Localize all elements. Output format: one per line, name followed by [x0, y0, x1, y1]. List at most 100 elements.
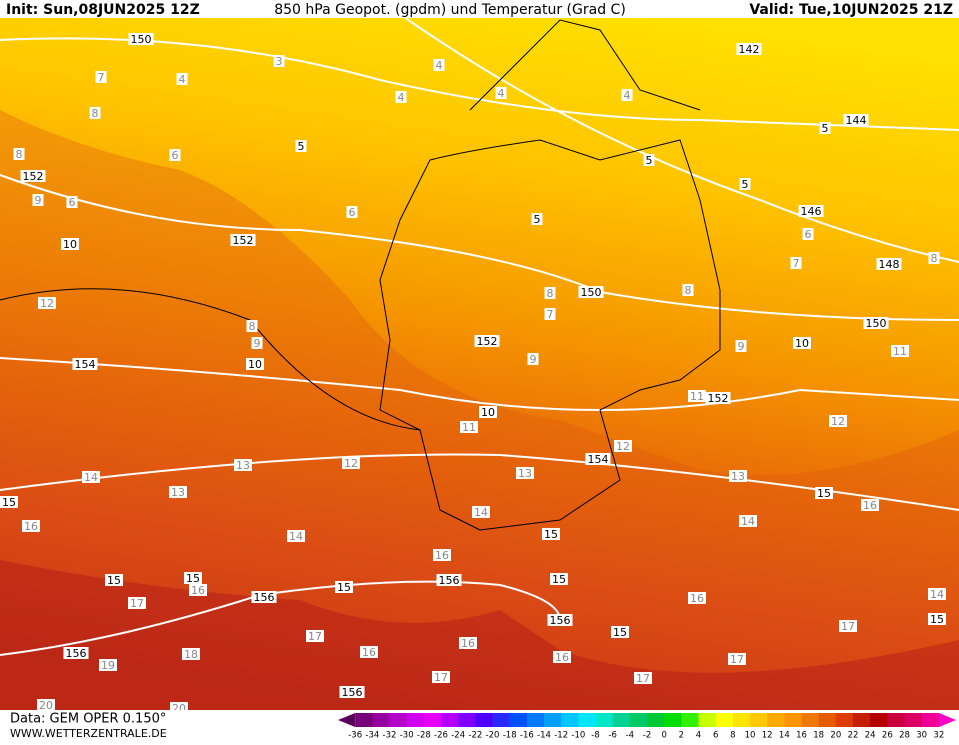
label-box — [863, 317, 889, 329]
contour — [0, 174, 959, 321]
colorbar-swatch — [835, 713, 854, 727]
temperature-label: 15 — [544, 528, 558, 541]
contour — [0, 580, 561, 656]
colorbar-label: 14 — [779, 731, 790, 741]
temperature-label: 12 — [344, 457, 358, 470]
label-box — [128, 597, 146, 609]
label-box — [460, 421, 478, 433]
label-box — [342, 457, 360, 469]
label-box — [553, 651, 571, 663]
label-box — [37, 699, 55, 711]
colorbar-label: -36 — [348, 731, 362, 741]
label-box — [544, 308, 556, 320]
colorbar-swatch — [853, 713, 871, 727]
contour — [379, 0, 959, 263]
colorbar-label: 30 — [916, 731, 927, 741]
temperature-label: 8 — [685, 284, 692, 297]
label-box — [13, 148, 25, 160]
colorbar-swatch — [561, 713, 579, 727]
temperature-label: 7 — [547, 308, 554, 321]
label-box — [246, 320, 258, 332]
temperature-label: 9 — [530, 353, 537, 366]
geopotential-label: 150 — [866, 317, 887, 330]
temperature-label: 16 — [555, 651, 569, 664]
temperature-label: 16 — [690, 592, 704, 605]
colorbar-label: 12 — [762, 731, 773, 741]
label-box — [230, 234, 256, 246]
data-source: Data: GEM OPER 0.150° — [10, 712, 166, 727]
label-box — [472, 506, 490, 518]
label-box — [169, 149, 181, 161]
geopotential-label: 146 — [801, 205, 822, 218]
temperature-label: 12 — [616, 440, 630, 453]
temperature-label: 16 — [863, 499, 877, 512]
label-box — [705, 392, 731, 404]
geopotential-label: 156 — [342, 686, 363, 699]
label-box — [287, 530, 305, 542]
label-box — [843, 114, 869, 126]
colorbar-swatch — [526, 713, 545, 727]
temperature-label: 15 — [613, 626, 627, 639]
colorbar-swatch — [784, 713, 802, 727]
geopotential-label: 152 — [233, 234, 254, 247]
temperature-label: 10 — [248, 358, 262, 371]
temperature-label: 15 — [2, 496, 16, 509]
valid-time: Valid: Tue,10JUN2025 21Z — [749, 2, 953, 18]
label-box — [306, 630, 324, 642]
temperature-label: 4 — [398, 91, 405, 104]
label-box — [63, 647, 89, 659]
colorbar-swatch — [750, 713, 768, 727]
label-box — [295, 140, 307, 152]
colorbar-label: -32 — [383, 731, 397, 741]
label-box — [176, 73, 188, 85]
label-box — [61, 238, 79, 250]
label-box — [793, 337, 811, 349]
geopotential-label: 148 — [879, 258, 900, 271]
label-box — [728, 653, 746, 665]
colorbar-label: 10 — [745, 731, 756, 741]
temperature-label: 5 — [742, 178, 749, 191]
label-box — [516, 467, 534, 479]
label-box — [251, 337, 263, 349]
label-box — [547, 614, 573, 626]
geopotential-label: 150 — [581, 286, 602, 299]
colorbar-swatch — [372, 713, 390, 727]
label-box — [611, 626, 629, 638]
label-box — [688, 390, 706, 402]
label-box — [360, 646, 378, 658]
temperature-label: 16 — [362, 646, 376, 659]
temperature-label: 16 — [461, 637, 475, 650]
label-box — [643, 154, 655, 166]
geopotential-label: 156 — [254, 591, 275, 604]
colorbar-swatch — [389, 713, 408, 727]
label-box — [105, 574, 123, 586]
colorbar-swatch — [921, 713, 940, 727]
temperature-label: 17 — [841, 620, 855, 633]
colorbar-swatch — [767, 713, 785, 727]
colorbar-label: 22 — [848, 731, 859, 741]
colorbar-label: -34 — [365, 731, 379, 741]
temperature-label: 17 — [434, 671, 448, 684]
temperature-label: 15 — [817, 487, 831, 500]
header-bar — [0, 0, 959, 18]
temperature-label: 9 — [35, 194, 42, 207]
colorbar-label: -16 — [520, 731, 534, 741]
temperature-label: 6 — [349, 206, 356, 219]
hot-area — [0, 560, 959, 710]
colorbar-label: -14 — [537, 731, 551, 741]
colorbar-label: -10 — [571, 731, 585, 741]
geopotential-label: 156 — [66, 647, 87, 660]
label-box — [433, 549, 451, 561]
temperature-label: 14 — [289, 530, 303, 543]
label-box — [585, 453, 611, 465]
label-box — [182, 648, 200, 660]
geopotential-label: 156 — [550, 614, 571, 627]
temperature-label: 15 — [107, 574, 121, 587]
temperature-label: 3 — [276, 55, 283, 68]
label-box — [189, 584, 207, 596]
website: WWW.WETTERZENTRALE.DE — [10, 727, 167, 740]
label-box — [82, 471, 100, 483]
label-box — [66, 196, 78, 208]
colorbar-swatch — [647, 713, 665, 727]
